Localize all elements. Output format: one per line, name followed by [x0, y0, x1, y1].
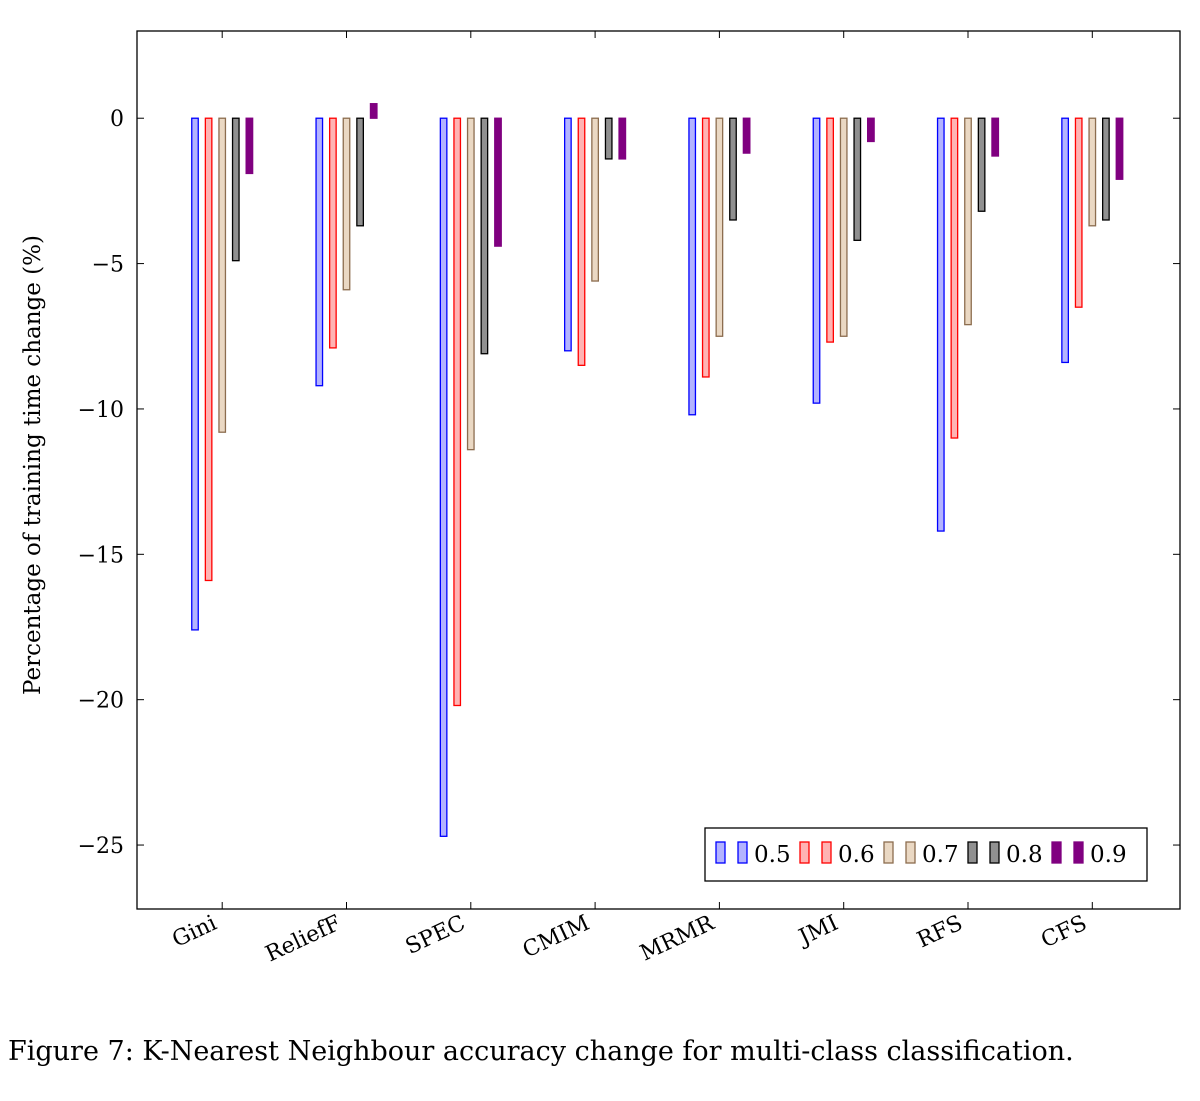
legend-swatch-07 [883, 841, 894, 864]
plot-area-frame [136, 30, 1181, 910]
bar-mrmr-06 [701, 117, 710, 378]
x-tick-label-gini: Gini [169, 911, 221, 953]
legend-label-06: 0.6 [838, 842, 875, 868]
bar-relieff-08 [356, 117, 365, 227]
bar-spec-07 [466, 117, 475, 451]
bar-gini-07 [218, 117, 227, 433]
x-tick-label-cmim: CMIM [519, 911, 594, 963]
bar-gini-08 [231, 117, 240, 262]
legend-swatch-08-b [989, 841, 1000, 864]
bar-relieff-05 [315, 117, 324, 387]
y-axis-title: Percentage of training time change (%) [20, 235, 46, 695]
bar-jmi-07 [839, 117, 848, 337]
bar-relieff-09 [369, 103, 378, 119]
bar-spec-06 [453, 117, 462, 707]
legend-label-08: 0.8 [1006, 842, 1043, 868]
bars [191, 103, 1124, 837]
legend-label-09: 0.9 [1090, 842, 1127, 868]
bar-gini-06 [204, 117, 213, 582]
y-tick-label: −10 [78, 398, 124, 423]
y-tick-label: −15 [78, 543, 124, 568]
bar-cfs-07 [1088, 117, 1097, 227]
x-tick-label-mrmr: MRMR [637, 910, 720, 966]
legend-swatch-05-b [737, 841, 748, 864]
bar-mrmr-07 [715, 117, 724, 337]
bar-cmim-06 [577, 117, 586, 366]
bar-cfs-06 [1074, 117, 1083, 308]
bar-relieff-06 [328, 117, 337, 349]
y-tick-label: −5 [92, 253, 124, 278]
y-tick-label: 0 [110, 107, 124, 132]
x-tick-label-relieff: ReliefF [262, 911, 345, 968]
bar-jmi-09 [867, 117, 875, 143]
figure-caption: Figure 7: K-Nearest Neighbour accuracy c… [8, 1036, 1074, 1067]
y-tick-label: −20 [78, 689, 124, 714]
legend-swatch-05 [715, 841, 726, 864]
bar-cmim-09 [618, 117, 627, 160]
bar-chart: 0 −5 −10 −15 −20 −25 Gini ReliefF SPEC CMIM MRMR J… [20, 30, 1181, 968]
bar-cmim-08 [604, 117, 613, 160]
bar-relieff-07 [342, 117, 351, 291]
x-tick-label-spec: SPEC [402, 911, 469, 960]
legend-swatch-08 [967, 841, 978, 864]
bar-cfs-09 [1115, 117, 1124, 180]
bar-rfs-06 [950, 117, 959, 439]
bar-jmi-06 [826, 117, 834, 343]
bar-cmim-07 [591, 117, 599, 282]
y-axis-ticks: 0 −5 −10 −15 −20 −25 [78, 107, 1180, 859]
x-tick-label-rfs: RFS [913, 911, 966, 953]
legend-swatch-09-b [1073, 841, 1084, 864]
legend-box [704, 827, 1148, 882]
bar-rfs-08 [977, 117, 986, 212]
legend-swatch-06 [799, 841, 810, 864]
bar-cfs-05 [1061, 117, 1069, 364]
bar-gini-05 [191, 117, 199, 631]
y-tick-label: −25 [78, 834, 124, 859]
bar-spec-08 [480, 117, 489, 355]
bar-jmi-08 [853, 117, 862, 241]
legend-swatch-06-b [821, 841, 832, 864]
bar-mrmr-08 [729, 117, 737, 221]
bar-rfs-09 [991, 117, 1000, 157]
x-tick-label-cfs: CFS [1038, 911, 1091, 954]
legend: 0.5 0.6 0.7 0.8 0.9 [704, 827, 1148, 882]
bar-mrmr-09 [742, 117, 751, 154]
bar-cmim-05 [564, 117, 572, 352]
legend-label-07: 0.7 [922, 842, 959, 868]
bar-gini-09 [245, 117, 254, 175]
bar-spec-05 [439, 117, 448, 837]
bar-cfs-08 [1102, 117, 1110, 221]
x-tick-label-jmi: JMI [794, 911, 843, 951]
bar-rfs-05 [936, 117, 945, 532]
legend-label-05: 0.5 [754, 842, 791, 868]
bar-jmi-05 [812, 117, 821, 404]
legend-swatch-07-b [905, 841, 916, 864]
legend-swatch-09 [1051, 841, 1062, 864]
bar-rfs-07 [964, 117, 972, 326]
bar-spec-09 [494, 117, 502, 247]
bar-mrmr-05 [688, 117, 697, 416]
